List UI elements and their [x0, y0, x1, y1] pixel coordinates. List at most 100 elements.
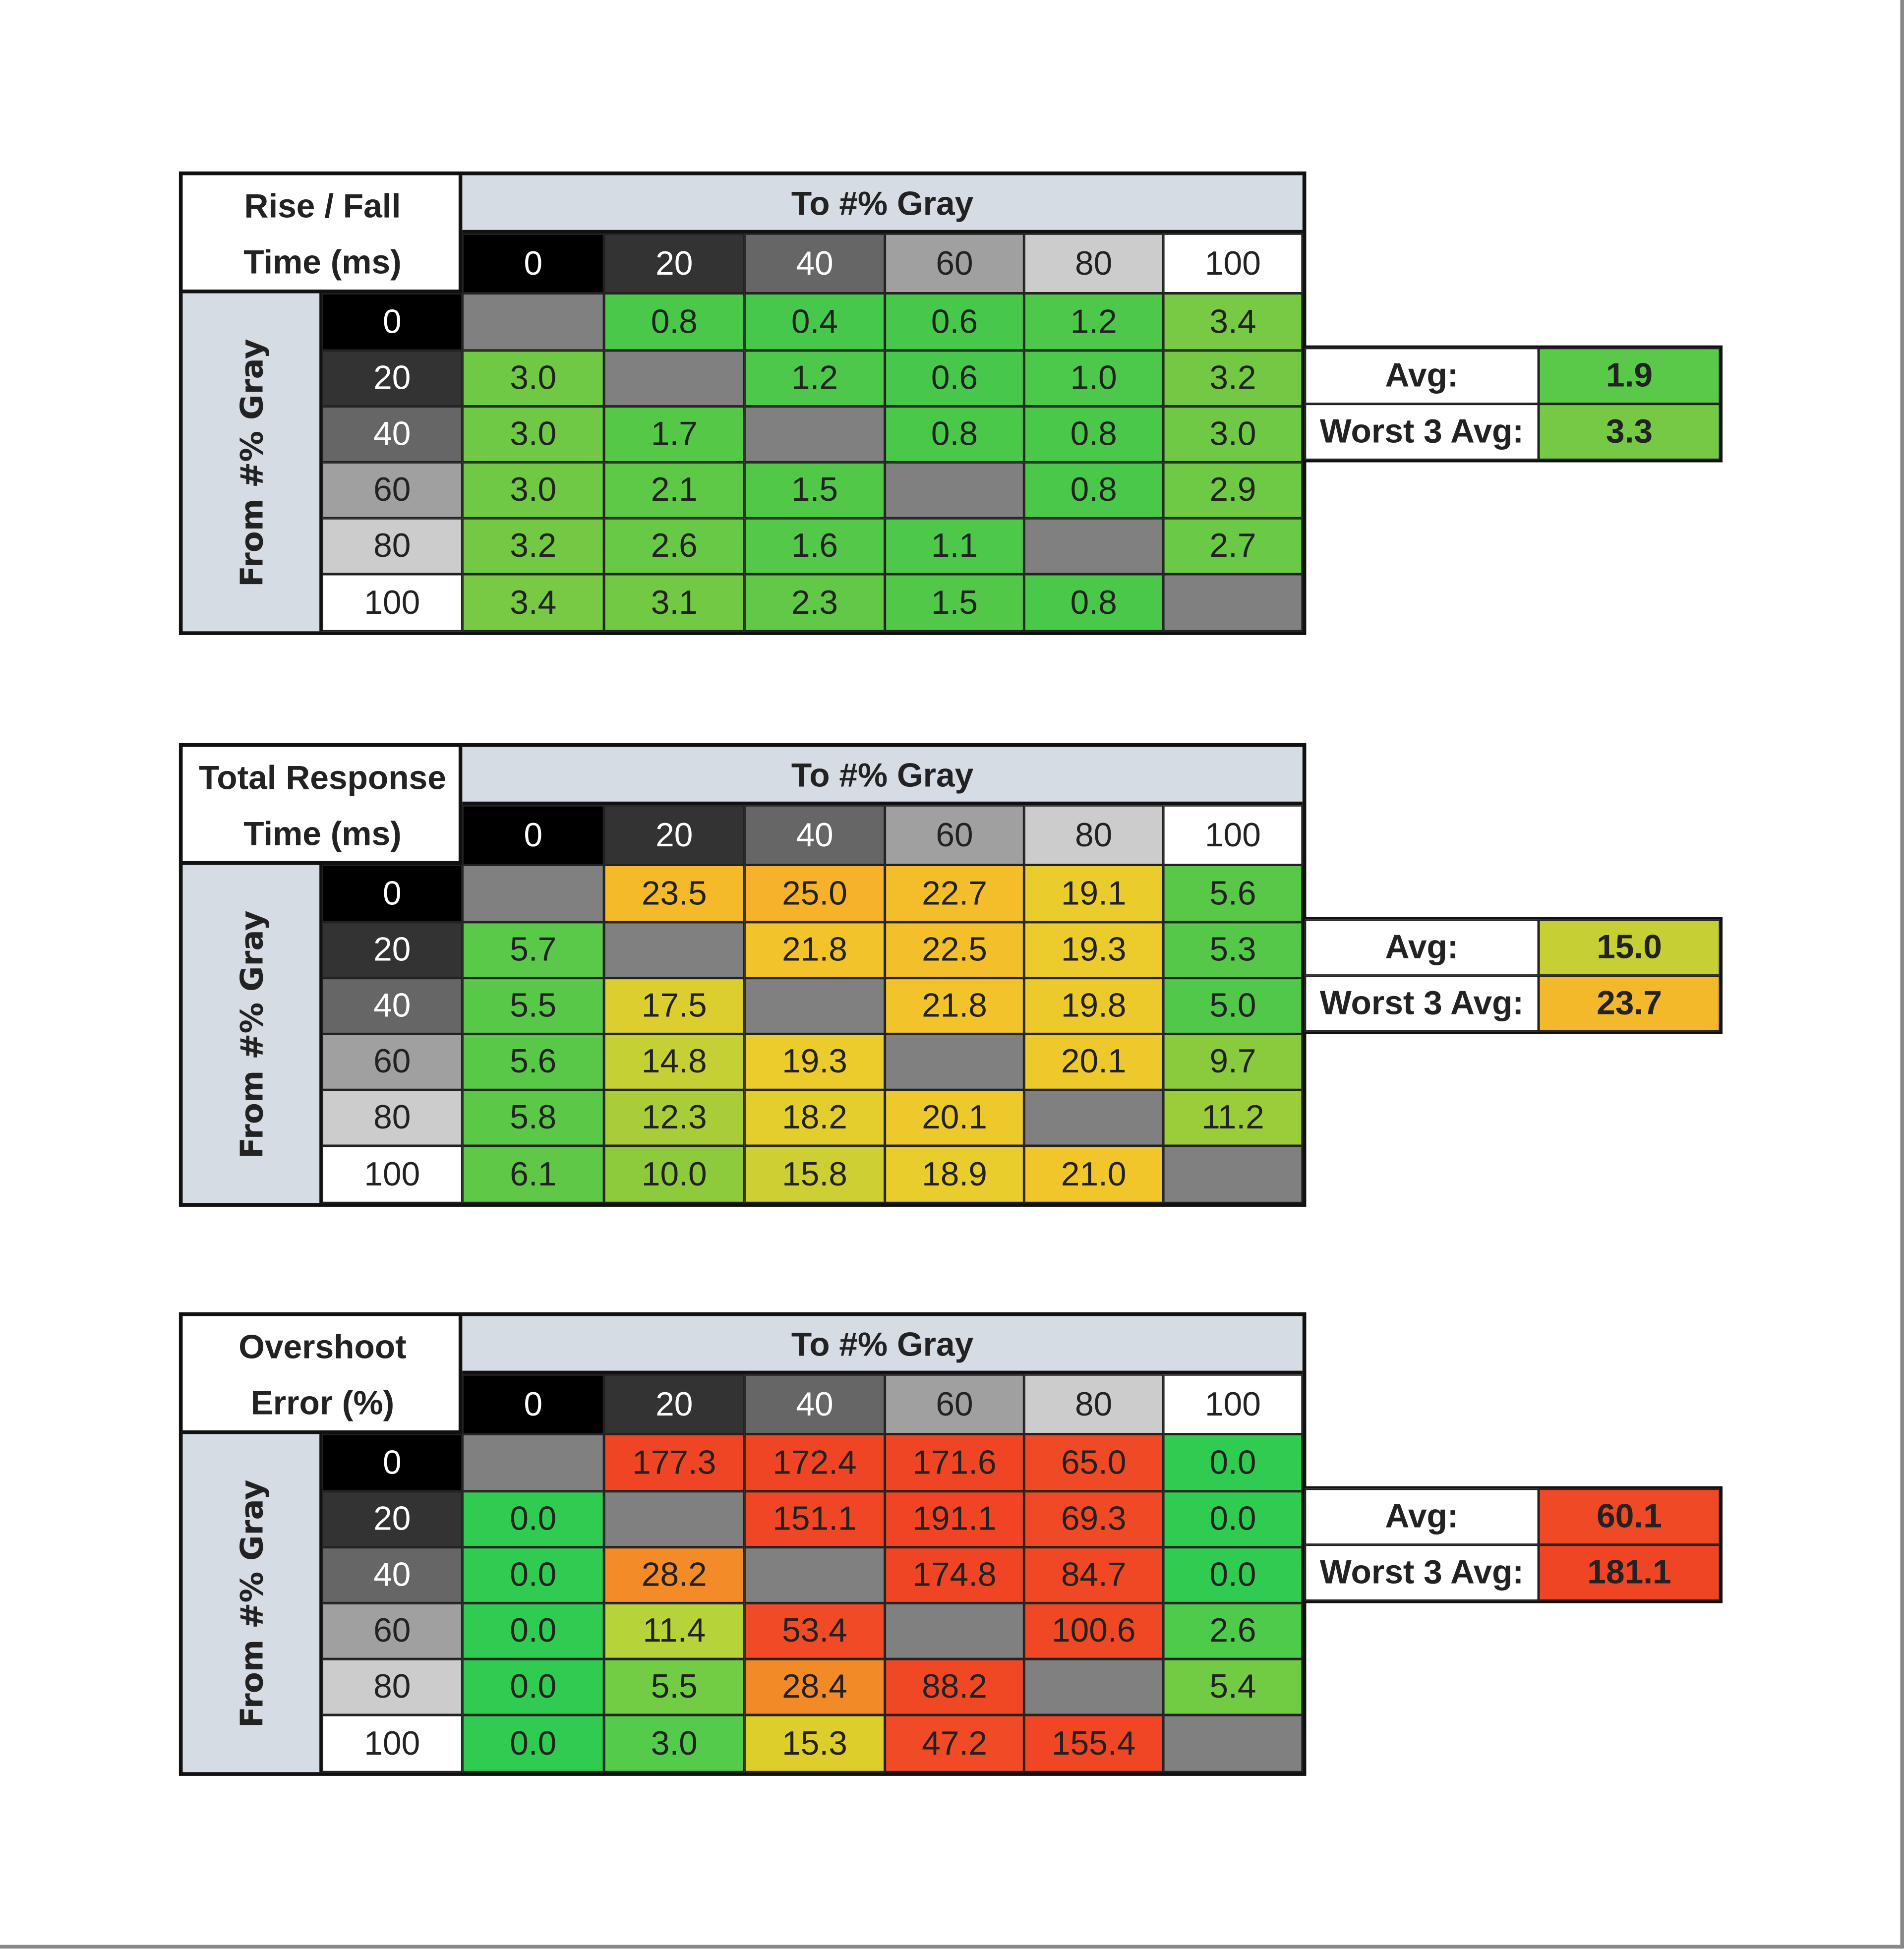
heatmap-cell: 18.2 [744, 1090, 885, 1146]
diagonal-cell [1024, 1659, 1164, 1715]
diagonal-cell [885, 1603, 1024, 1659]
heatmap-cell: 0.8 [1024, 574, 1164, 632]
table-title: Total Response Time (ms) [182, 747, 463, 865]
heatmap-cell: 22.5 [885, 922, 1024, 978]
heatmap-cell: 177.3 [604, 1434, 745, 1491]
to-gray-header: To #% Gray [462, 175, 1303, 234]
heatmap-cell: 3.0 [462, 350, 604, 407]
worst-3-avg-label: Worst 3 Avg: [1305, 975, 1539, 1032]
from-gray-label: From #% Gray [234, 338, 271, 587]
heatmap-cell: 171.6 [885, 1434, 1024, 1491]
heatmap-cell: 21.8 [744, 922, 885, 978]
heatmap-cell: 9.7 [1163, 1034, 1303, 1090]
heatmap-cell: 2.6 [1163, 1603, 1303, 1659]
from-gray-label: From #% Gray [234, 1479, 271, 1727]
average-summary: Avg: 1.9 Worst 3 Avg: 3.3 [1302, 345, 1723, 463]
heatmap-cell: 22.7 [885, 865, 1024, 922]
heatmap-cell: 1.6 [744, 518, 885, 575]
diagonal-cell [885, 1034, 1024, 1090]
avg-value: 60.1 [1539, 1488, 1720, 1545]
heatmap-cell: 3.0 [1163, 406, 1303, 463]
row-header: 100 [322, 574, 463, 632]
row-header: 40 [322, 406, 463, 463]
heatmap-cell: 6.1 [462, 1145, 604, 1203]
heatmap-cell: 5.7 [462, 922, 604, 978]
heatmap-cell: 19.1 [1024, 865, 1164, 922]
heatmap-cell: 12.3 [604, 1090, 745, 1146]
row-header: 80 [322, 1090, 463, 1146]
heatmap-table: Overshoot Error (%) To #% Gray From #% Gray… [178, 1312, 1307, 1776]
column-header: 100 [1163, 1374, 1303, 1434]
diagonal-cell [744, 406, 885, 463]
heatmap-cell: 1.5 [744, 462, 885, 519]
column-header: 40 [744, 234, 885, 294]
worst-3-avg-value: 3.3 [1539, 404, 1720, 460]
table-title-line: Overshoot [238, 1328, 407, 1365]
heatmap-cell: 0.4 [744, 293, 885, 351]
heatmap-cell: 19.8 [1024, 978, 1164, 1034]
column-header: 0 [462, 234, 604, 294]
row-header: 20 [322, 350, 463, 407]
column-header: 0 [462, 1374, 604, 1434]
heatmap-cell: 5.6 [1163, 865, 1303, 922]
table-title-line: Time (ms) [243, 243, 402, 281]
heatmap-cell: 14.8 [604, 1034, 745, 1090]
heatmap-cell: 0.0 [1163, 1434, 1303, 1491]
heatmap-cell: 19.3 [1024, 922, 1164, 978]
avg-value: 15.0 [1539, 919, 1720, 976]
heatmap-cell: 0.8 [885, 406, 1024, 463]
worst-3-avg-value: 23.7 [1539, 975, 1720, 1032]
heatmap-cell: 28.2 [604, 1547, 745, 1603]
heatmap-cell: 155.4 [1024, 1714, 1164, 1772]
diagonal-cell [1163, 574, 1303, 632]
heatmap-cell: 2.9 [1163, 462, 1303, 519]
heatmap-cell: 191.1 [885, 1491, 1024, 1547]
heatmap-cell: 0.8 [1024, 406, 1164, 463]
heatmap-cell: 21.0 [1024, 1145, 1164, 1203]
column-header: 80 [1024, 805, 1164, 865]
column-header: 40 [744, 805, 885, 865]
heatmap-cell: 1.7 [604, 406, 745, 463]
heatmap-cell: 18.9 [885, 1145, 1024, 1203]
heatmap-cell: 5.3 [1163, 922, 1303, 978]
heatmap-cell: 25.0 [744, 865, 885, 922]
heatmap-cell: 0.0 [462, 1491, 604, 1547]
heatmap-cell: 3.0 [462, 406, 604, 463]
row-header: 40 [322, 1547, 463, 1603]
heatmap-cell: 2.6 [604, 518, 745, 575]
heatmap-cell: 151.1 [744, 1491, 885, 1547]
diagonal-cell [885, 462, 1024, 519]
heatmap-cell: 88.2 [885, 1659, 1024, 1715]
column-header: 20 [604, 234, 745, 294]
diagonal-cell [462, 1434, 604, 1491]
diagonal-cell [604, 350, 745, 407]
heatmap-cell: 5.5 [462, 978, 604, 1034]
heatmap-cell: 65.0 [1024, 1434, 1164, 1491]
column-header: 0 [462, 805, 604, 865]
from-gray-label: From #% Gray [234, 910, 271, 1158]
heatmap-cell: 20.1 [1024, 1034, 1164, 1090]
row-header: 80 [322, 518, 463, 575]
heatmap-cell: 3.0 [604, 1714, 745, 1772]
heatmap-cell: 17.5 [604, 978, 745, 1034]
row-header: 100 [322, 1145, 463, 1203]
column-header: 100 [1163, 805, 1303, 865]
table-title-line: Total Response [198, 759, 446, 796]
diagonal-cell [744, 1547, 885, 1603]
column-header: 100 [1163, 234, 1303, 294]
heatmap-cell: 100.6 [1024, 1603, 1164, 1659]
heatmap-cell: 0.0 [462, 1603, 604, 1659]
diagonal-cell [462, 865, 604, 922]
heatmap-cell: 174.8 [885, 1547, 1024, 1603]
column-header: 20 [604, 1374, 745, 1434]
heatmap-cell: 0.0 [462, 1659, 604, 1715]
row-header: 0 [322, 865, 463, 922]
to-gray-header: To #% Gray [462, 747, 1303, 806]
heatmap-cell: 69.3 [1024, 1491, 1164, 1547]
diagonal-cell [1024, 518, 1164, 575]
heatmap-cell: 28.4 [744, 1659, 885, 1715]
heatmap-cell: 3.2 [1163, 350, 1303, 407]
row-header: 0 [322, 293, 463, 351]
heatmap-cell: 0.0 [1163, 1491, 1303, 1547]
